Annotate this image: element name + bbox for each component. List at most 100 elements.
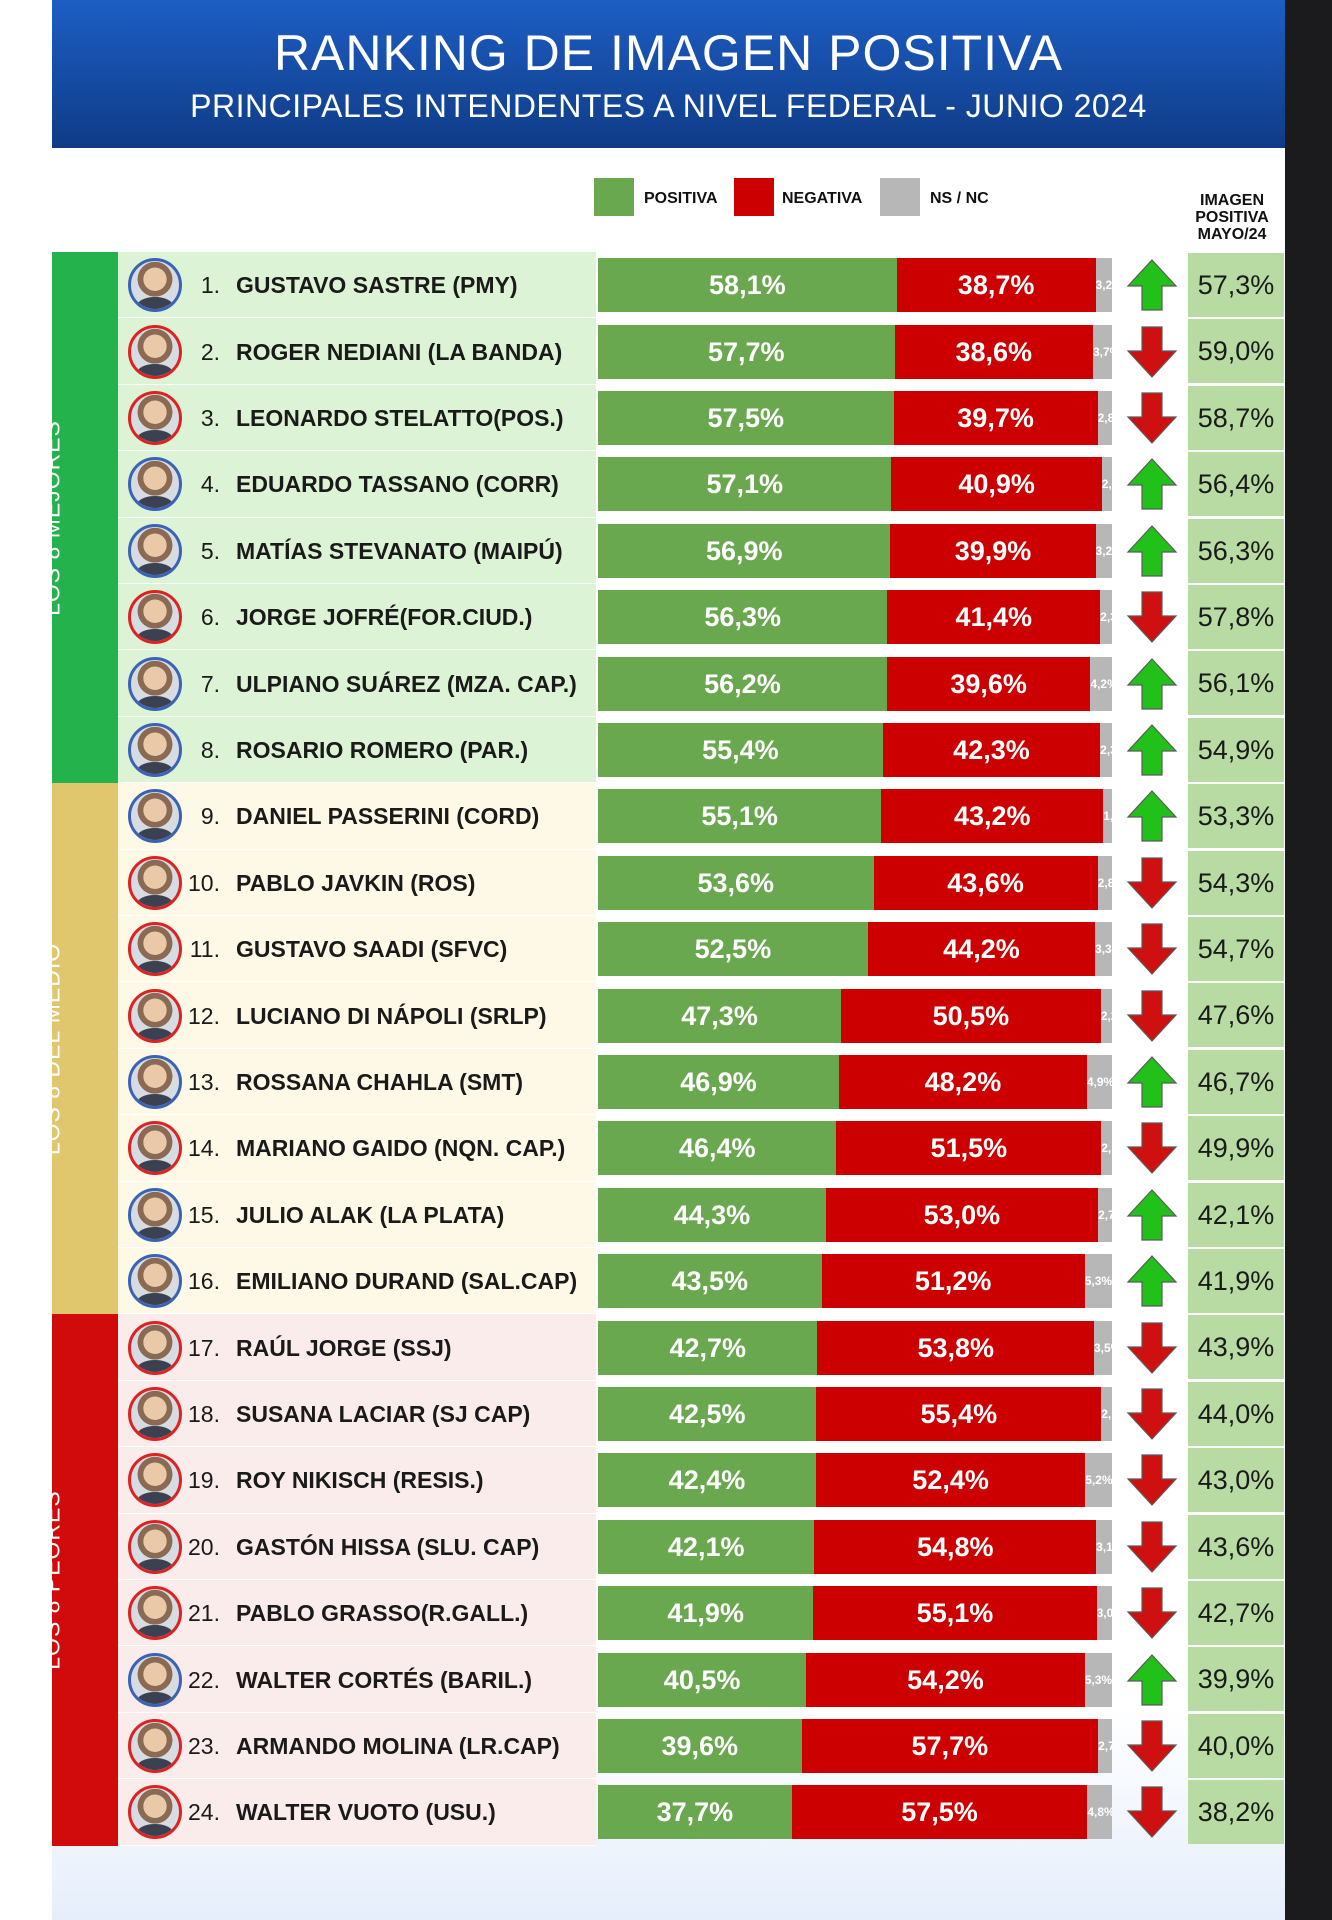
bar-negativa — [873, 855, 1098, 910]
bar-nsnc-label: 3,2% — [1095, 543, 1112, 558]
arrow-up-icon — [1126, 789, 1178, 843]
bar-positiva — [598, 1652, 807, 1707]
arrow-down-icon — [1126, 1453, 1178, 1507]
bar-negativa — [816, 1387, 1102, 1441]
arrow-down-icon — [1126, 1785, 1178, 1839]
bar-negativa — [886, 656, 1091, 711]
row-name: ARMANDO MOLINA (LR.CAP) — [236, 1733, 560, 1759]
mayo-value: 56,3% — [1188, 518, 1284, 583]
bar-nsnc — [1092, 324, 1112, 379]
bar-nsnc — [1086, 1055, 1112, 1109]
page-title: RANKING DE IMAGEN POSITIVA — [273, 25, 1064, 81]
row-name: WALTER CORTÉS (BARIL.) — [236, 1666, 532, 1693]
bar-positiva-label: 55,1% — [701, 801, 778, 832]
bar-nsnc — [1100, 590, 1112, 645]
bar-nsnc-label: 4,2% — [1090, 676, 1112, 691]
row-separator — [118, 1313, 596, 1315]
mayo-value: 58,7% — [1188, 385, 1284, 450]
arrow-up-icon — [1126, 1055, 1178, 1109]
bar-negativa — [841, 988, 1101, 1043]
avatar — [128, 656, 182, 711]
bar-negativa-label: 55,1% — [916, 1598, 994, 1629]
mayo-value: 38,2% — [1188, 1780, 1284, 1845]
arrow-up-icon — [1126, 1254, 1178, 1308]
avatar — [128, 1254, 182, 1309]
bar-positiva-label: 53,6% — [697, 867, 775, 898]
bar-nsnc-label: 2,8% — [1097, 411, 1112, 425]
row-rank: 14. — [188, 1135, 220, 1162]
row-separator — [118, 516, 596, 518]
bar-nsnc — [1100, 723, 1112, 777]
avatar — [128, 1121, 182, 1176]
bar-positiva-label: 37,7% — [656, 1797, 734, 1828]
row-separator — [118, 649, 596, 651]
group-row-band — [118, 252, 596, 784]
arrow-down-icon — [1126, 1121, 1178, 1175]
avatar — [128, 789, 182, 844]
row-name: GUSTAVO SAADI (SFVC) — [236, 936, 508, 963]
row-separator — [118, 1047, 596, 1049]
bar-positiva — [598, 590, 888, 645]
row-separator — [118, 1778, 596, 1780]
mayo-value: 57,8% — [1188, 585, 1284, 649]
row-separator — [118, 915, 596, 916]
bar-positiva — [598, 1320, 818, 1375]
bar-negativa — [893, 391, 1098, 445]
avatar — [128, 723, 182, 777]
mayo-value: 46,7% — [1188, 1049, 1284, 1114]
bar-nsnc — [1101, 1121, 1112, 1176]
row-name: ROY NIKISCH (RESIS.) — [236, 1467, 484, 1494]
bar-negativa-label: 43,2% — [953, 801, 1031, 832]
avatar — [128, 1187, 182, 1242]
mayo-value: 42,7% — [1188, 1581, 1284, 1645]
arrow-up-icon — [1126, 657, 1178, 711]
avatar — [128, 1785, 182, 1840]
row-name: LEONARDO STELATTO(POS.) — [236, 405, 564, 431]
mayo-value: 54,9% — [1188, 717, 1284, 782]
bar-nsnc-label: 2,1% — [1101, 1407, 1112, 1421]
mayo-value: 39,9% — [1188, 1647, 1284, 1712]
bar-nsnc-label: 2,7% — [1098, 1207, 1112, 1222]
bar-nsnc-label: 3,7% — [1092, 344, 1112, 359]
avatar — [128, 590, 182, 645]
legend-swatch-positiva — [594, 178, 634, 216]
bar-negativa-label: 54,8% — [916, 1531, 994, 1562]
bar-positiva-label: 57,1% — [706, 469, 784, 500]
bar-negativa — [867, 922, 1096, 977]
row-separator — [118, 1379, 596, 1381]
row-name: JORGE JOFRÉ(FOR.CIUD.) — [236, 604, 533, 631]
row-rank: 4. — [200, 471, 220, 498]
row-separator — [118, 715, 596, 717]
bar-nsnc-label: 3,5% — [1094, 1340, 1112, 1355]
row-rank: 17. — [188, 1334, 220, 1361]
bar-negativa — [894, 324, 1093, 379]
bar-negativa-label: 51,2% — [914, 1266, 992, 1297]
row-name: MATÍAS STEVANATO (MAIPÚ) — [236, 537, 563, 564]
row-separator — [118, 1114, 596, 1116]
bar-nsnc — [1096, 1519, 1112, 1574]
bar-positiva-label: 56,3% — [704, 602, 781, 633]
row-rank: 16. — [188, 1268, 220, 1295]
bar-nsnc-label: 2,2% — [1100, 1008, 1112, 1023]
mayo-value: 54,3% — [1188, 850, 1284, 915]
row-separator — [118, 1844, 596, 1846]
row-rank: 3. — [200, 405, 220, 431]
page-subtitle: PRINCIPALES INTENDENTES A NIVEL FEDERAL … — [190, 88, 1147, 124]
bar-nsnc — [1103, 789, 1112, 844]
mayo-value: 49,9% — [1188, 1116, 1284, 1181]
mayo-value: 43,9% — [1188, 1315, 1284, 1380]
group-bar-1: LOS 8 MEJORES — [39, 252, 118, 784]
row-rank: 24. — [188, 1799, 220, 1826]
avatar — [128, 1055, 182, 1109]
row-rank: 12. — [188, 1002, 220, 1029]
page-edge — [1285, 0, 1332, 1920]
bar-positiva — [598, 855, 874, 910]
bar-nsnc-label: 2,3% — [1100, 610, 1112, 625]
bar-nsnc — [1098, 1719, 1112, 1773]
bar-negativa-label: 53,8% — [917, 1332, 995, 1363]
row-separator — [118, 317, 596, 319]
bar-positiva — [598, 723, 883, 777]
avatar — [128, 1586, 182, 1641]
bar-nsnc-label: 5,3% — [1084, 1274, 1112, 1289]
bar-negativa — [821, 1254, 1085, 1309]
